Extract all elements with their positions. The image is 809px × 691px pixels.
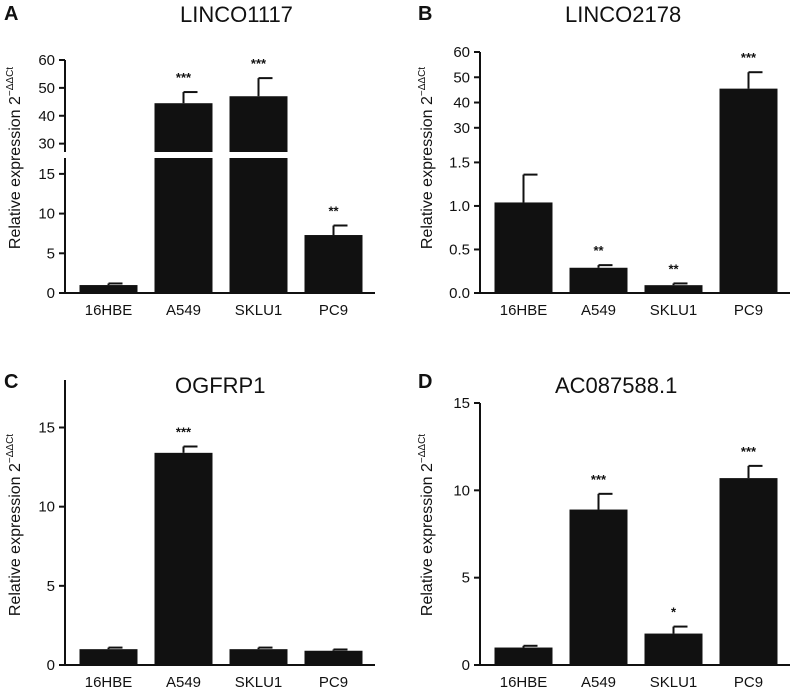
panel-b-chart: B LINCO2178 Relative expression 2−ΔΔCt 0.0 0…	[417, 2, 790, 319]
panel-d-category-label: SKLU1	[650, 674, 698, 691]
panel-d-bar-a549	[569, 509, 628, 665]
panel-d-bar-sklu1	[644, 633, 703, 665]
panel-d-chart: D AC087588.1 Relative expression 2−ΔΔCt 0 5 1…	[417, 371, 790, 691]
panel-a-bar-16hbe	[79, 285, 138, 293]
panel-b-y-tick-label: 30	[453, 120, 470, 137]
panel-a-y-tick-label: 60	[38, 52, 55, 69]
panel-d-category-label: 16HBE	[500, 674, 548, 691]
panel-c-bar-pc9	[304, 650, 363, 665]
panel-a-y-tick-label: 10	[38, 206, 55, 223]
panel-a-title: LINCO1117	[180, 2, 293, 27]
panel-c-ylabel-superscript: −ΔΔCt	[5, 434, 16, 463]
panel-b-bar-pc9	[719, 88, 778, 293]
panel-a-ylabel-superscript: −ΔΔCt	[5, 67, 16, 96]
panel-d-category-label: A549	[581, 674, 616, 691]
panel-a-y-tick-label: 40	[38, 108, 55, 125]
panel-c-ylabel-main: Relative expression 2	[7, 463, 24, 616]
panel-a-y-tick-label: 30	[38, 136, 55, 153]
panel-c-y-tick-label: 5	[47, 578, 55, 595]
panel-a-ylabel-main: Relative expression 2	[7, 96, 24, 249]
panel-d-y-tick-label: 15	[453, 395, 470, 412]
panel-b-bar-16hbe	[494, 202, 553, 293]
panel-c-category-label: SKLU1	[235, 674, 283, 691]
panel-d-title: AC087588.1	[555, 373, 677, 398]
panel-c-ylabel: Relative expression 2−ΔΔCt	[5, 434, 24, 616]
panel-b-y-tick-label: 40	[453, 95, 470, 112]
panel-b-y-tick-label: 60	[453, 44, 470, 61]
panel-d-bar-16hbe	[494, 647, 553, 665]
panel-a-significance-sklu1: ***	[251, 56, 267, 71]
panel-b-title: LINCO2178	[565, 2, 681, 27]
panel-c-significance-a549: ***	[176, 425, 192, 440]
panel-c-y-tick-label: 15	[38, 420, 55, 437]
panel-c-category-label: PC9	[319, 674, 348, 691]
panel-a-letter: A	[4, 3, 18, 25]
panel-b-significance-pc9: ***	[741, 50, 757, 65]
panel-a-category-label: PC9	[319, 302, 348, 319]
panel-c-bar-a549	[154, 452, 213, 665]
panel-d-significance-sklu1: *	[671, 605, 677, 620]
panel-b-y-tick-label: 0.0	[449, 285, 470, 302]
panel-c-category-label: A549	[166, 674, 201, 691]
panel-c-chart: C OGFRP1 Relative expression 2−ΔΔCt 0 5 10 15 1…	[4, 371, 375, 691]
panel-a-category-label: A549	[166, 302, 201, 319]
panel-a-y-tick-label: 5	[47, 245, 55, 262]
panel-a-category-label: 16HBE	[85, 302, 133, 319]
panel-b-y-tick-label: 50	[453, 69, 470, 86]
panel-c-bar-sklu1	[229, 649, 288, 665]
panel-b-y-tick-label: 1.0	[449, 198, 470, 215]
panel-a-bar-break	[228, 152, 289, 158]
panel-d-ylabel-main: Relative expression 2	[419, 463, 436, 616]
panel-d-y-tick-label: 5	[462, 570, 470, 587]
panel-d-ylabel-superscript: −ΔΔCt	[417, 434, 428, 463]
panel-d-significance-pc9: ***	[741, 444, 757, 459]
panel-b-ylabel: Relative expression 2−ΔΔCt	[417, 67, 436, 249]
panel-a-category-label: SKLU1	[235, 302, 283, 319]
panel-a-bar-a549	[154, 103, 213, 293]
panel-b-bar-a549	[569, 267, 628, 293]
panel-a-bar-pc9	[304, 235, 363, 293]
panel-a-bar-break	[153, 152, 214, 158]
panel-d-letter: D	[418, 371, 432, 393]
panel-b-significance-a549: **	[593, 243, 604, 258]
panel-a-y-tick-label: 15	[38, 166, 55, 183]
panel-c-category-label: 16HBE	[85, 674, 133, 691]
panel-b-category-label: PC9	[734, 302, 763, 319]
panel-d-significance-a549: ***	[591, 472, 607, 487]
panel-a-y-tick-label: 0	[47, 285, 55, 302]
panel-a-ylabel: Relative expression 2−ΔΔCt	[5, 67, 24, 249]
panel-c-y-tick-label: 0	[47, 657, 55, 674]
panel-d-category-label: PC9	[734, 674, 763, 691]
panel-d-bar-pc9	[719, 478, 778, 665]
panel-b-bar-sklu1	[644, 285, 703, 293]
panel-d-y-tick-label: 10	[453, 482, 470, 499]
panel-c-title: OGFRP1	[175, 373, 265, 398]
panel-b-ylabel-main: Relative expression 2	[419, 96, 436, 249]
panel-b-ylabel-superscript: −ΔΔCt	[417, 67, 428, 96]
panel-b-category-label: A549	[581, 302, 616, 319]
panel-a-chart: A LINCO1117 Relative expression 2−ΔΔCt 0 5 10…	[4, 2, 375, 319]
panel-a-bar-sklu1	[229, 96, 288, 293]
panel-b-letter: B	[418, 3, 432, 25]
panel-a-significance-a549: ***	[176, 70, 192, 85]
panel-b-category-label: SKLU1	[650, 302, 698, 319]
panel-c-bar-16hbe	[79, 649, 138, 665]
panel-b-y-tick-label: 1.5	[449, 154, 470, 171]
panel-b-y-tick-label: 0.5	[449, 241, 470, 258]
panel-a-y-tick-label: 50	[38, 80, 55, 97]
panel-d-y-tick-label: 0	[462, 657, 470, 674]
panel-b-significance-sklu1: **	[668, 261, 679, 276]
panel-b-category-label: 16HBE	[500, 302, 548, 319]
panel-c-y-tick-label: 10	[38, 499, 55, 516]
panel-c-letter: C	[4, 371, 18, 393]
panel-d-ylabel: Relative expression 2−ΔΔCt	[417, 434, 436, 616]
panel-a-significance-pc9: **	[328, 204, 339, 219]
